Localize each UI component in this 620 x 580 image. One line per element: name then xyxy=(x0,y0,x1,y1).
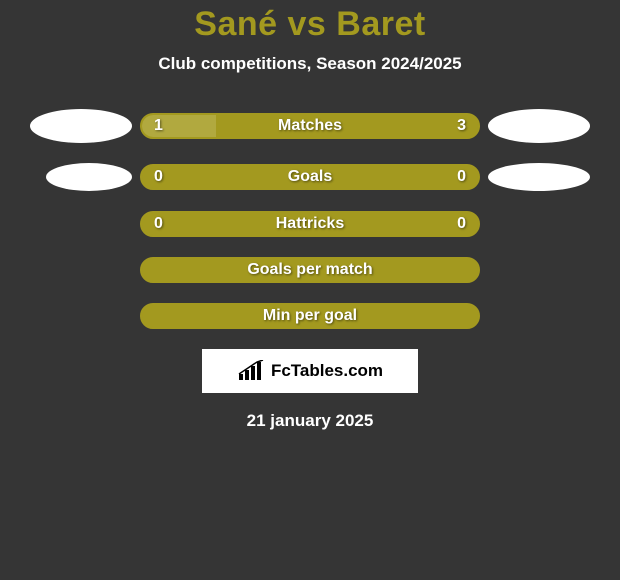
stat-val-right: 0 xyxy=(457,215,466,233)
stat-bar-matches: 1 Matches 3 xyxy=(140,113,480,139)
stat-val-right: 3 xyxy=(457,117,466,135)
player-left-ellipse xyxy=(30,109,132,143)
player-left-avatar-slot xyxy=(22,109,140,143)
bars-icon xyxy=(237,360,265,382)
stat-label: Matches xyxy=(142,117,478,135)
logo-text: FcTables.com xyxy=(271,361,383,381)
stat-row-mpg: Min per goal xyxy=(0,303,620,329)
stat-bar-goals: 0 Goals 0 xyxy=(140,164,480,190)
stat-bar-gpm: Goals per match xyxy=(140,257,480,283)
stat-row-hattricks: 0 Hattricks 0 xyxy=(0,211,620,237)
player-right-ellipse-2 xyxy=(488,163,590,191)
stat-row-matches: 1 Matches 3 xyxy=(0,109,620,143)
player-right-ellipse xyxy=(488,109,590,143)
date-text: 21 january 2025 xyxy=(0,411,620,431)
stat-label: Hattricks xyxy=(142,215,478,233)
stat-label: Goals xyxy=(142,168,478,186)
comparison-infographic: Sané vs Baret Club competitions, Season … xyxy=(0,0,620,431)
stat-label: Min per goal xyxy=(142,307,478,325)
stat-bar-hattricks: 0 Hattricks 0 xyxy=(140,211,480,237)
page-subtitle: Club competitions, Season 2024/2025 xyxy=(0,54,620,74)
player-left-avatar-slot-2 xyxy=(22,163,140,191)
player-left-ellipse-2 xyxy=(46,163,132,191)
stat-label: Goals per match xyxy=(142,261,478,279)
stat-row-goals: 0 Goals 0 xyxy=(0,163,620,191)
player-right-avatar-slot xyxy=(480,109,598,143)
fctables-logo: FcTables.com xyxy=(202,349,418,393)
stat-row-gpm: Goals per match xyxy=(0,257,620,283)
stat-bar-mpg: Min per goal xyxy=(140,303,480,329)
page-title: Sané vs Baret xyxy=(0,5,620,44)
stat-val-right: 0 xyxy=(457,168,466,186)
player-right-avatar-slot-2 xyxy=(480,163,598,191)
